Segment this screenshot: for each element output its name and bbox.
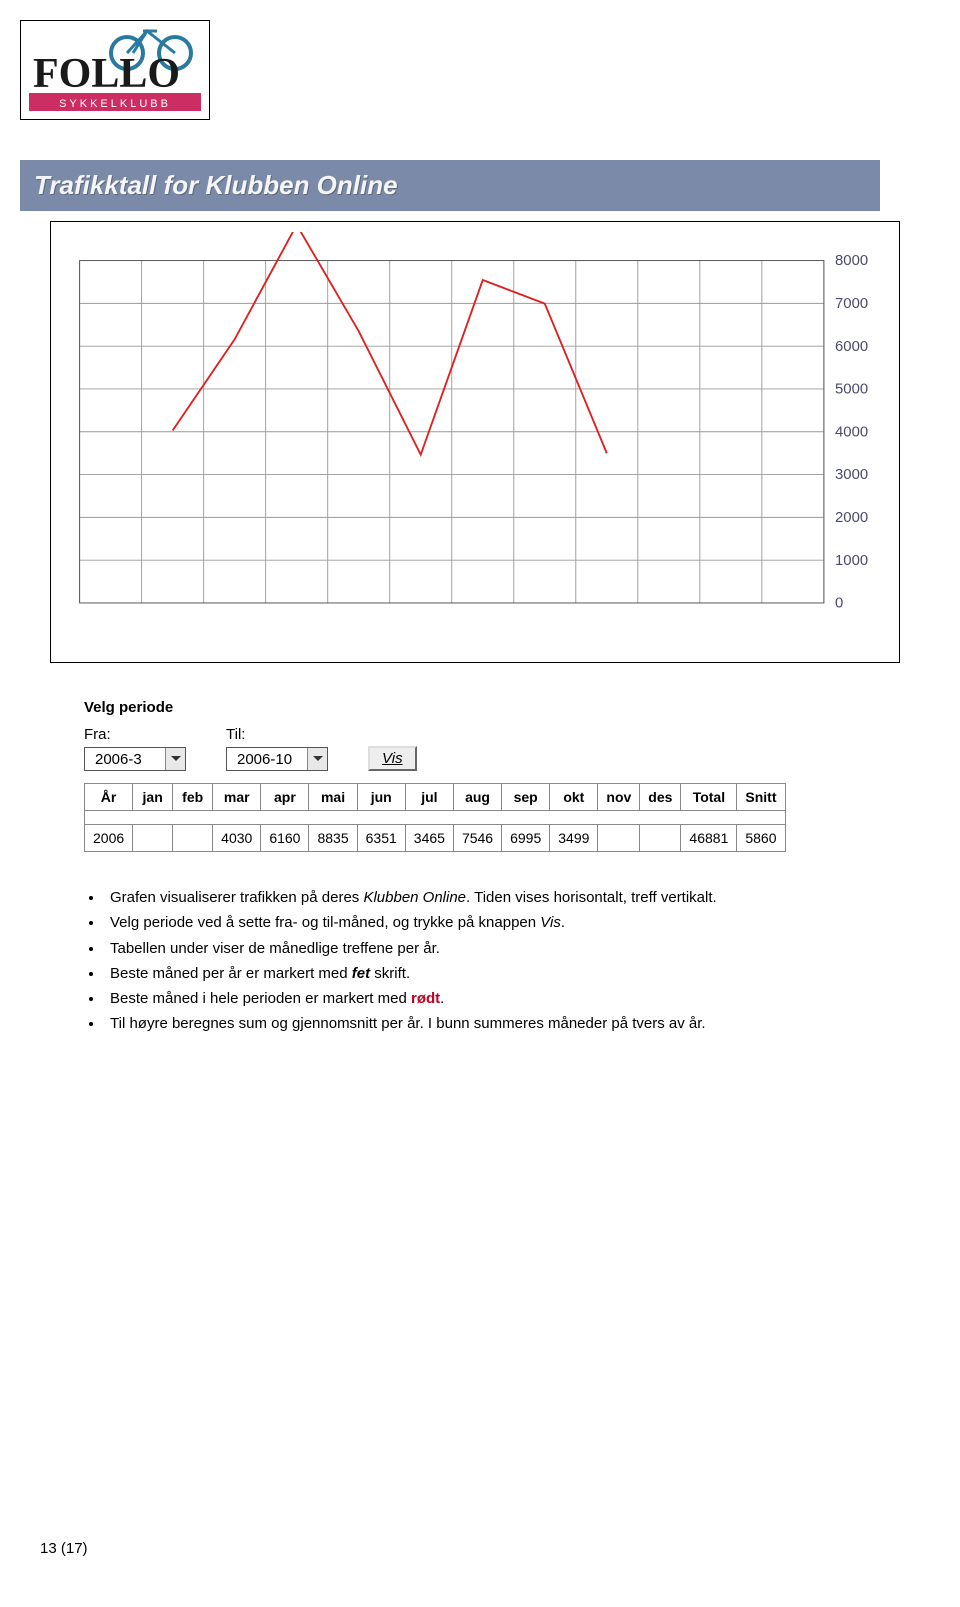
chart-frame: 0 1000 2000 3000 4000 5000 6000 7000 8000 bbox=[50, 221, 900, 663]
logo-text: FOLLO bbox=[33, 51, 180, 97]
logo-frame: FOLLO SYKKELKLUBB bbox=[20, 20, 210, 120]
note-item: Beste måned i hele perioden er markert m… bbox=[104, 987, 940, 1010]
table-header: sep bbox=[502, 784, 550, 811]
table-header: nov bbox=[598, 784, 640, 811]
svg-text:0: 0 bbox=[835, 596, 843, 612]
table-cell: 3465 bbox=[405, 825, 453, 852]
table-cell: 2006 bbox=[85, 825, 133, 852]
table-cell bbox=[598, 825, 640, 852]
logo-subtext: SYKKELKLUBB bbox=[59, 98, 171, 110]
table-cell: 3499 bbox=[550, 825, 598, 852]
title-bar: Trafikktall for Klubben Online bbox=[20, 160, 880, 211]
table-cell bbox=[133, 825, 173, 852]
from-value: 2006-3 bbox=[85, 749, 165, 770]
traffic-line-chart: 0 1000 2000 3000 4000 5000 6000 7000 8000 bbox=[61, 232, 889, 652]
table-header: Snitt bbox=[737, 784, 785, 811]
table-header: okt bbox=[550, 784, 598, 811]
table-header: des bbox=[640, 784, 681, 811]
table-cell: 6995 bbox=[502, 825, 550, 852]
svg-text:6000: 6000 bbox=[835, 339, 868, 355]
to-dropdown[interactable]: 2006-10 bbox=[226, 747, 328, 771]
table-cell: 7546 bbox=[453, 825, 501, 852]
svg-text:3000: 3000 bbox=[835, 467, 868, 483]
note-item: Tabellen under viser de månedlige treffe… bbox=[104, 937, 940, 960]
table-header: apr bbox=[261, 784, 309, 811]
svg-text:7000: 7000 bbox=[835, 296, 868, 312]
page-title: Trafikktall for Klubben Online bbox=[34, 170, 398, 200]
table-cell bbox=[173, 825, 213, 852]
logo: FOLLO SYKKELKLUBB bbox=[25, 25, 205, 115]
svg-text:1000: 1000 bbox=[835, 553, 868, 569]
from-label: Fra: bbox=[84, 726, 186, 743]
show-button[interactable]: Vis bbox=[368, 746, 417, 771]
period-selector: Velg periode Fra: 2006-3 Til: 2006-10 Vi… bbox=[84, 699, 940, 771]
table-header: feb bbox=[173, 784, 213, 811]
table-cell: 6160 bbox=[261, 825, 309, 852]
svg-text:2000: 2000 bbox=[835, 510, 868, 526]
period-heading: Velg periode bbox=[84, 699, 940, 716]
traffic-table: ÅrjanfebmaraprmaijunjulaugsepoktnovdesTo… bbox=[84, 783, 786, 852]
from-dropdown[interactable]: 2006-3 bbox=[84, 747, 186, 771]
table-cell: 8835 bbox=[309, 825, 357, 852]
note-item: Grafen visualiserer trafikken på deres K… bbox=[104, 886, 940, 909]
note-item: Velg periode ved å sette fra- og til-mån… bbox=[104, 911, 940, 934]
note-item: Beste måned per år er markert med fet sk… bbox=[104, 962, 940, 985]
table-header: År bbox=[85, 784, 133, 811]
table-header: jun bbox=[357, 784, 405, 811]
to-value: 2006-10 bbox=[227, 749, 307, 770]
table-spacer bbox=[85, 811, 786, 825]
table-header: jan bbox=[133, 784, 173, 811]
table-header: Total bbox=[681, 784, 737, 811]
table-header: mar bbox=[213, 784, 261, 811]
svg-text:8000: 8000 bbox=[835, 253, 868, 269]
table-header: jul bbox=[405, 784, 453, 811]
notes-list: Grafen visualiserer trafikken på deres K… bbox=[104, 886, 940, 1036]
to-label: Til: bbox=[226, 726, 328, 743]
table-cell: 46881 bbox=[681, 825, 737, 852]
svg-text:4000: 4000 bbox=[835, 424, 868, 440]
page-number: 13 (17) bbox=[40, 1540, 88, 1557]
svg-text:5000: 5000 bbox=[835, 382, 868, 398]
note-item: Til høyre beregnes sum og gjennomsnitt p… bbox=[104, 1012, 940, 1035]
table-cell: 5860 bbox=[737, 825, 785, 852]
table-cell: 6351 bbox=[357, 825, 405, 852]
table-header: aug bbox=[453, 784, 501, 811]
chevron-down-icon bbox=[165, 748, 185, 770]
table-cell: 4030 bbox=[213, 825, 261, 852]
chevron-down-icon bbox=[307, 748, 327, 770]
table-cell bbox=[640, 825, 681, 852]
table-header: mai bbox=[309, 784, 357, 811]
